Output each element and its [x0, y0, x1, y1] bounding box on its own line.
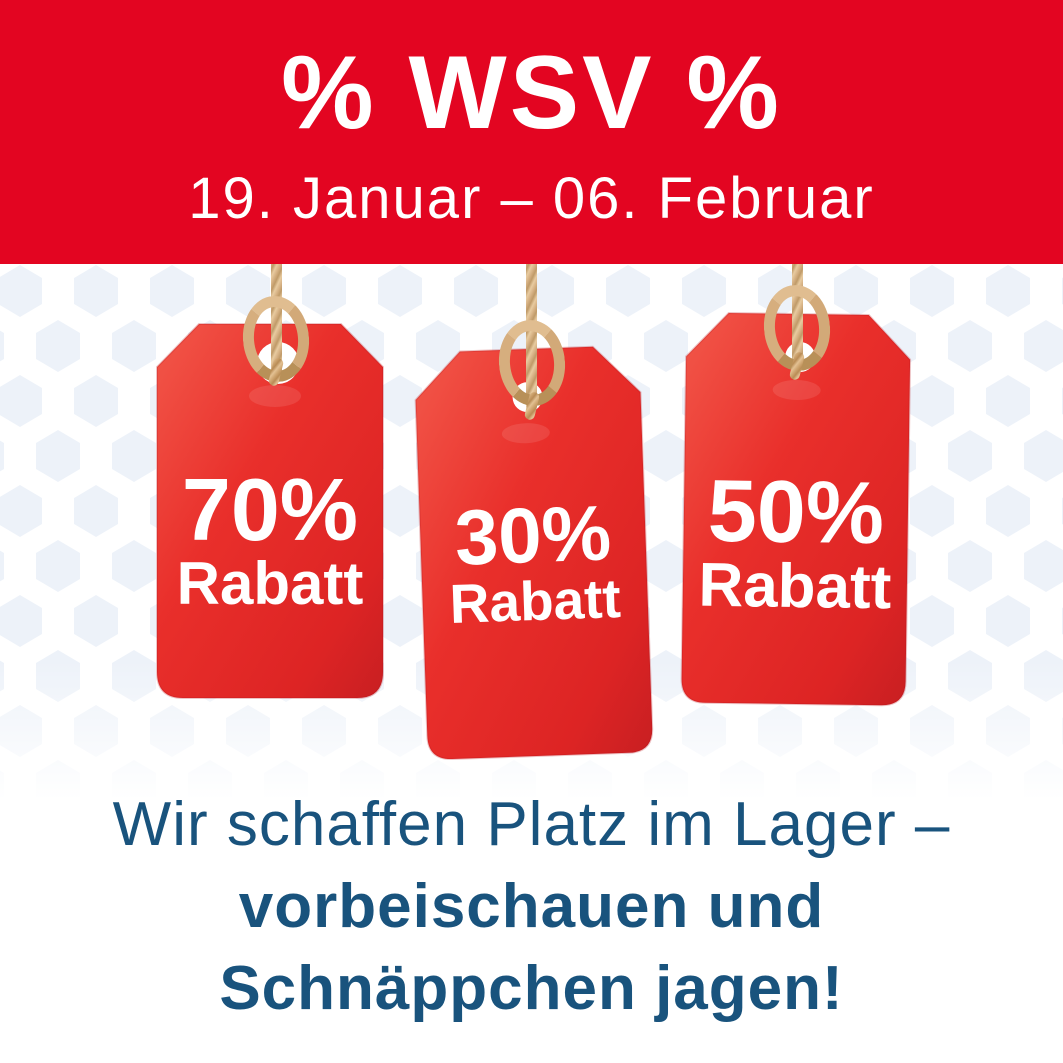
top-banner: % WSV % 19. Januar – 06. Februar: [0, 0, 1063, 264]
sale-title: % WSV %: [281, 35, 782, 151]
discount-label: Rabatt: [176, 550, 364, 617]
sale-date-range: 19. Januar – 06. Februar: [188, 166, 875, 231]
discount-percent: 50%: [707, 460, 885, 563]
slogan-line-2: vorbeischauen und: [238, 872, 825, 941]
discount-percent: 30%: [453, 488, 613, 582]
tag-text-block: 70% Rabatt: [153, 460, 387, 617]
price-tag-shape: [414, 345, 654, 760]
discount-label: Rabatt: [697, 550, 892, 623]
slogan-line-3: Schnäppchen jagen!: [219, 954, 844, 1023]
slogan-line-1: Wir schaffen Platz im Lager –: [112, 790, 951, 859]
discount-label: Rabatt: [448, 567, 622, 635]
tag-text-block: 30% Rabatt: [415, 488, 652, 635]
rope: [271, 256, 282, 377]
rope: [526, 256, 537, 411]
discount-percent: 70%: [181, 460, 359, 559]
price-tag-70: 70% Rabatt: [153, 320, 387, 702]
tag-text-block: 50% Rabatt: [678, 460, 912, 623]
price-tag-shape: [156, 323, 384, 699]
price-tag-30: 30% Rabatt: [410, 341, 657, 764]
rope: [792, 256, 803, 371]
footer-slogan: Wir schaffen Platz im Lager – vorbeischa…: [0, 784, 1063, 1030]
